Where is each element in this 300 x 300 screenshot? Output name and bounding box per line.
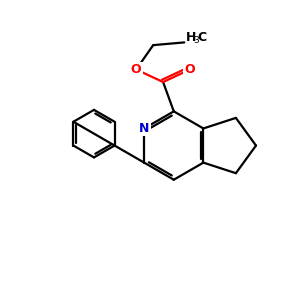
Text: O: O	[131, 63, 142, 76]
Text: O: O	[185, 63, 195, 76]
Text: 3: 3	[193, 36, 199, 45]
Text: H: H	[186, 31, 196, 44]
Text: C: C	[197, 31, 206, 44]
Text: N: N	[139, 122, 149, 135]
